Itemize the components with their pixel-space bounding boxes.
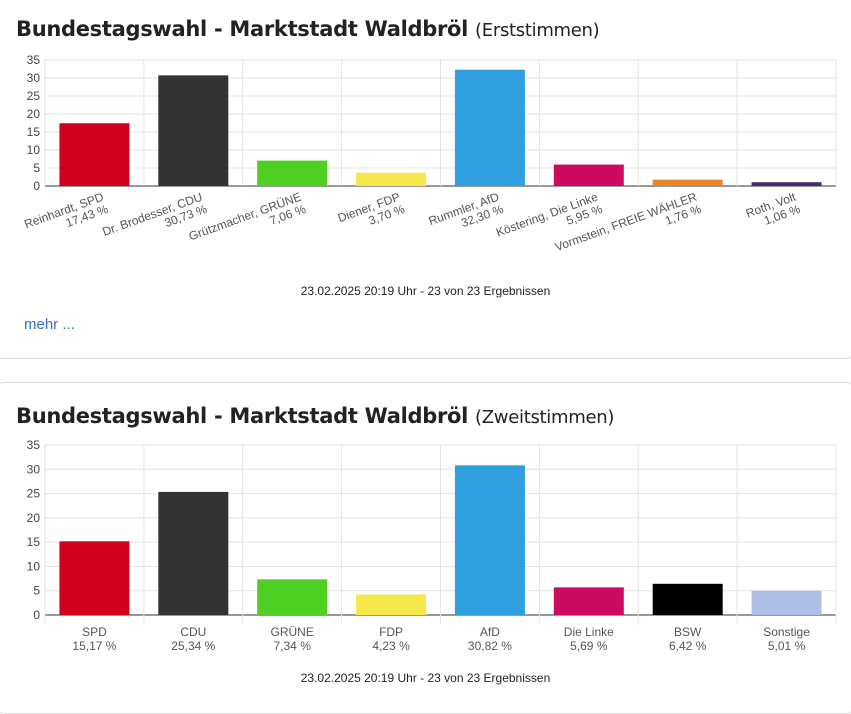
y-tick-label: 35 [27, 53, 41, 67]
y-tick-label: 10 [27, 143, 41, 157]
value-label: 15,17 % [72, 639, 116, 653]
bar [553, 164, 624, 186]
category-label: BSW [674, 625, 702, 639]
y-tick-label: 30 [27, 462, 41, 476]
y-tick-label: 5 [33, 161, 40, 175]
y-tick-label: 25 [27, 487, 41, 501]
y-tick-label: 15 [27, 535, 41, 549]
bar [454, 69, 525, 186]
value-label: 6,42 % [669, 639, 707, 653]
value-label: 30,82 % [468, 639, 512, 653]
category-label: CDU [180, 625, 206, 639]
bar [158, 491, 229, 615]
y-tick-label: 0 [33, 608, 40, 622]
bar [652, 179, 723, 186]
bar [652, 583, 723, 615]
bar [257, 579, 328, 615]
zweitstimmen-panel: Bundestagswahl - Marktstadt Waldbröl (Zw… [0, 382, 851, 714]
bar [257, 160, 328, 186]
category-label: AfD [480, 625, 500, 639]
bar [751, 182, 822, 186]
chart-title: Bundestagswahl - Marktstadt Waldbröl (Zw… [16, 404, 615, 428]
value-label: 4,23 % [372, 639, 410, 653]
erststimmen-panel: Bundestagswahl - Marktstadt Waldbröl (Er… [0, 0, 851, 359]
y-tick-label: 0 [33, 179, 40, 193]
chart-footnote: 23.02.2025 20:19 Uhr - 23 von 23 Ergebni… [300, 671, 551, 685]
y-tick-label: 10 [27, 559, 41, 573]
bar [751, 590, 822, 615]
bar [158, 75, 229, 186]
y-tick-label: 5 [33, 584, 40, 598]
y-tick-label: 30 [27, 71, 41, 85]
y-tick-label: 20 [27, 107, 41, 121]
category-label: GRÜNE [271, 625, 314, 639]
value-label: 25,34 % [171, 639, 215, 653]
value-label: 5,01 % [768, 639, 806, 653]
y-tick-label: 15 [27, 125, 41, 139]
y-tick-label: 20 [27, 511, 41, 525]
category-label: SPD [82, 625, 107, 639]
category-label: FDP [379, 625, 403, 639]
bar [454, 465, 525, 615]
more-link[interactable]: mehr ... [24, 316, 75, 333]
category-label: Die Linke [564, 625, 614, 639]
value-label: 7,34 % [274, 639, 312, 653]
bar [59, 123, 130, 186]
value-label: 5,69 % [570, 639, 608, 653]
bar [553, 587, 624, 615]
y-tick-label: 35 [27, 438, 41, 452]
category-label: Sonstige [763, 625, 810, 639]
bar [356, 172, 427, 186]
bar [356, 594, 427, 615]
chart-footnote: 23.02.2025 20:19 Uhr - 23 von 23 Ergebni… [300, 284, 551, 298]
y-tick-label: 25 [27, 89, 41, 103]
chart-title: Bundestagswahl - Marktstadt Waldbröl (Er… [16, 17, 600, 41]
bar [59, 541, 130, 615]
